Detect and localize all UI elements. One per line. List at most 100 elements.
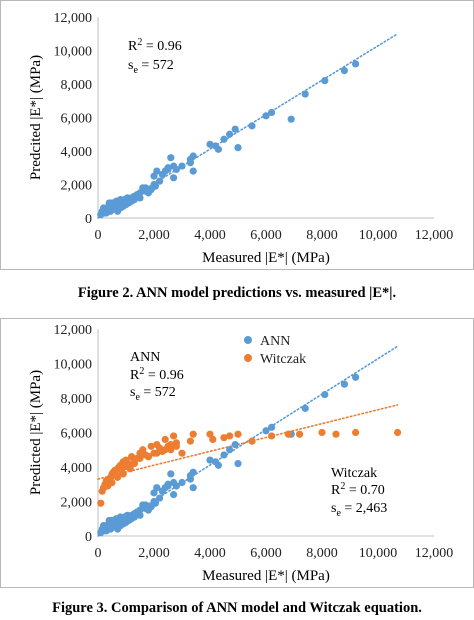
data-point-series-0 [262, 112, 270, 120]
data-point-ann [136, 506, 144, 514]
data-point-witczak [153, 449, 161, 457]
data-point-series-0 [189, 152, 197, 160]
data-point-ann [340, 380, 348, 388]
data-point-series-0 [150, 172, 158, 180]
y-tick-label: 6,000 [61, 112, 93, 127]
data-point-ann [186, 475, 194, 483]
x-tick-label: 6,000 [250, 228, 282, 243]
data-point-ann [206, 456, 214, 464]
data-point-witczak [394, 428, 402, 437]
data-point-witczak [189, 430, 197, 438]
data-point-ann [189, 484, 197, 492]
data-point-series-0 [151, 182, 159, 190]
data-point-witczak [284, 430, 292, 438]
data-point-witczak [332, 430, 340, 438]
data-point-ann [130, 513, 138, 521]
data-point-witczak [167, 446, 175, 454]
data-point-series-0 [170, 162, 178, 170]
data-point-witczak [226, 432, 234, 440]
data-point-ann [231, 440, 239, 449]
y-tick-label: 0 [85, 212, 92, 227]
data-point-witczak [130, 459, 138, 468]
data-point-series-0 [186, 159, 194, 167]
ann-standard-error-annotation: se = 572 [130, 385, 176, 403]
data-point-series-0 [136, 194, 144, 202]
legend-marker-ann [244, 336, 252, 344]
data-point-series-0 [189, 167, 197, 175]
y-tick-label: 0 [85, 530, 92, 545]
legend-marker-witczak [244, 354, 252, 362]
x-tick-label: 8,000 [306, 546, 338, 561]
legend-label-ann: ANN [260, 334, 290, 349]
data-point-witczak [296, 430, 304, 438]
data-point-witczak [125, 463, 133, 471]
data-point-ann [262, 427, 270, 435]
data-point-series-0 [226, 130, 234, 138]
y-axis-title: Predcited |E*| (MPa) [28, 55, 44, 180]
x-tick-label: 0 [95, 546, 102, 561]
data-point-ann [151, 499, 159, 507]
data-point-witczak [234, 430, 242, 438]
data-point-ann [156, 494, 164, 502]
y-axis-title: Predicted |E*| (MPa) [28, 370, 44, 495]
data-point-witczak [318, 428, 326, 437]
x-tick-label: 12,000 [415, 546, 454, 561]
y-tick-label: 8,000 [61, 78, 93, 93]
x-tick-label: 2,000 [138, 546, 170, 561]
data-point-witczak [97, 499, 105, 507]
data-point-series-0 [231, 125, 239, 133]
x-tick-label: 4,000 [194, 546, 226, 561]
data-point-series-0 [220, 135, 228, 143]
data-point-series-0 [178, 162, 186, 170]
x-tick-label: 6,000 [250, 546, 282, 561]
witczak-standard-error-annotation: se = 2,463 [331, 501, 387, 519]
data-point-witczak [161, 435, 169, 443]
data-point-ann [158, 487, 166, 495]
standard-error-annotation: se = 572 [128, 58, 174, 76]
ann-r-squared-annotation: R2 = 0.96 [130, 366, 184, 383]
data-point-series-0 [340, 67, 348, 75]
data-point-ann [142, 501, 150, 509]
y-tick-label: 4,000 [61, 145, 93, 160]
data-point-series-0 [142, 184, 150, 192]
witczak-r-squared-annotation: R2 = 0.70 [331, 481, 385, 498]
data-point-witczak [167, 440, 175, 449]
data-point-witczak [161, 446, 169, 454]
x-tick-label: 2,000 [138, 228, 170, 243]
data-point-series-0 [301, 90, 309, 98]
ann-annotation-title: ANN [130, 350, 160, 365]
data-point-ann [234, 459, 242, 468]
data-point-series-0 [321, 77, 329, 85]
data-point-witczak [186, 437, 194, 445]
trendline-series-0 [97, 32, 399, 219]
data-point-series-0 [136, 189, 144, 197]
y-tick-label: 12,000 [54, 323, 93, 338]
x-tick-label: 10,000 [359, 228, 398, 243]
data-point-ann [170, 478, 178, 487]
data-point-ann [105, 516, 113, 525]
data-point-ann [150, 489, 158, 497]
data-point-series-0 [352, 60, 360, 68]
data-point-witczak [220, 434, 228, 442]
data-point-witczak [108, 478, 116, 487]
data-point-witczak [147, 442, 155, 450]
data-point-ann [167, 470, 175, 478]
trendline-witczak [97, 404, 399, 480]
data-point-witczak [178, 449, 186, 457]
data-point-ann [189, 468, 197, 476]
data-point-series-0 [206, 140, 214, 148]
data-point-series-0 [164, 164, 172, 172]
data-point-series-0 [130, 195, 138, 204]
data-point-ann [170, 491, 178, 499]
data-point-witczak [102, 482, 110, 490]
r-squared-annotation: R2 = 0.96 [128, 37, 182, 54]
y-tick-label: 10,000 [54, 45, 93, 60]
data-point-witczak [352, 428, 360, 437]
x-axis-title: Measured |E*| (MPa) [202, 568, 330, 584]
x-tick-label: 12,000 [415, 228, 454, 243]
chart-2-svg: 0 2,000 4,000 6,000 8,000 10,000 12,000 0 2,000 4… [28, 323, 454, 584]
figure-2-caption: Figure 2. ANN model predictions vs. meas… [77, 285, 397, 301]
data-point-series-0 [214, 145, 222, 153]
x-tick-label: 4,000 [194, 228, 226, 243]
data-point-series-0 [287, 115, 295, 123]
